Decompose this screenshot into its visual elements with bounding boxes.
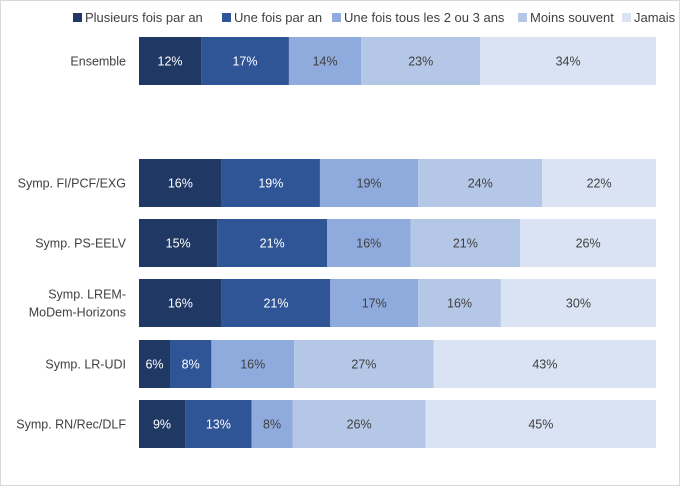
- bar-segment: [185, 400, 252, 448]
- bar-segment: [542, 159, 656, 207]
- data-label: 45%: [528, 418, 553, 432]
- bar-segment: [211, 340, 295, 388]
- category-label: Symp. LR-UDI: [45, 358, 126, 372]
- category-label: Symp. PS-EELV: [35, 237, 126, 251]
- bar-segment: [292, 400, 426, 448]
- data-label: 16%: [168, 297, 193, 311]
- data-label: 43%: [532, 358, 557, 372]
- bar-row: 15% 21% 16% 21% 26%: [139, 219, 656, 267]
- bar-segment: [330, 279, 419, 327]
- category-label: Symp. LREM- MoDem-Horizons: [29, 288, 126, 320]
- legend-marker: [73, 13, 82, 22]
- bar-segment: [319, 159, 419, 207]
- bar-segment: [139, 340, 171, 388]
- bar-segment: [418, 159, 543, 207]
- legend-marker: [518, 13, 527, 22]
- data-label: 23%: [408, 55, 433, 69]
- bar-segment: [139, 400, 186, 448]
- data-label: 34%: [556, 55, 581, 69]
- legend-marker: [222, 13, 231, 22]
- data-label: 21%: [260, 237, 285, 251]
- category-label: Ensemble: [70, 55, 126, 69]
- bar-row: 16% 21% 17% 16% 30%: [139, 279, 656, 327]
- data-label: 12%: [158, 55, 183, 69]
- bar-row: 12% 17% 14% 23% 34%: [139, 37, 656, 85]
- category-label-line: Ensemble: [70, 55, 126, 69]
- legend-label: Jamais: [634, 10, 676, 25]
- bar-segment: [433, 340, 656, 388]
- data-label: 21%: [263, 297, 288, 311]
- bar-segment: [418, 279, 501, 327]
- data-label: 16%: [240, 358, 265, 372]
- legend-label: Moins souvent: [530, 10, 614, 25]
- data-label: 14%: [313, 55, 338, 69]
- data-label: 30%: [566, 297, 591, 311]
- legend-item: Jamais: [622, 10, 676, 25]
- bar-segment: [480, 37, 656, 85]
- data-label: 21%: [453, 237, 478, 251]
- bar-segment: [520, 219, 656, 267]
- bar-segment: [221, 159, 320, 207]
- data-label: 9%: [153, 418, 171, 432]
- bar-segment: [139, 279, 222, 327]
- category-label-line: Symp. LR-UDI: [45, 358, 126, 372]
- data-label: 17%: [362, 297, 387, 311]
- bar-segment: [139, 219, 218, 267]
- bar-segment: [217, 219, 327, 267]
- legend-item: Plusieurs fois par an: [73, 10, 203, 25]
- data-label: 26%: [347, 418, 372, 432]
- bar-row: 9% 13% 8% 26% 45%: [139, 400, 656, 448]
- bar-segment: [500, 279, 656, 327]
- data-label: 16%: [168, 177, 193, 191]
- data-label: 26%: [576, 237, 601, 251]
- bar-segment: [425, 400, 656, 448]
- bar-segment: [139, 159, 222, 207]
- data-label: 19%: [258, 177, 283, 191]
- category-label-line: Symp. LREM-: [48, 288, 126, 302]
- bar-segment: [410, 219, 521, 267]
- category-label-line: Symp. RN/Rec/DLF: [16, 418, 126, 432]
- category-label: Symp. RN/Rec/DLF: [16, 418, 126, 432]
- category-label-line: MoDem-Horizons: [29, 306, 126, 320]
- legend-label: Plusieurs fois par an: [85, 10, 203, 25]
- bar-segment: [361, 37, 481, 85]
- bars: 12% 17% 14% 23% 34% 16% 19% 19% 24% 22% 15% 21% 16% 2…: [139, 37, 656, 448]
- legend-item: Une fois tous les 2 ou 3 ans: [332, 10, 505, 25]
- category-label-line: Symp. PS-EELV: [35, 237, 126, 251]
- data-label: 16%: [356, 237, 381, 251]
- bar-segment: [221, 279, 331, 327]
- data-label: 22%: [587, 177, 612, 191]
- data-label: 16%: [447, 297, 472, 311]
- legend-marker: [332, 13, 341, 22]
- legend-label: Une fois par an: [234, 10, 322, 25]
- legend-label: Une fois tous les 2 ou 3 ans: [344, 10, 505, 25]
- data-label: 8%: [182, 358, 200, 372]
- category-label: Symp. FI/PCF/EXG: [18, 177, 126, 191]
- data-label: 27%: [351, 358, 376, 372]
- data-label: 15%: [166, 237, 191, 251]
- bar-segment: [294, 340, 434, 388]
- legend: Plusieurs fois par an Une fois par an Une …: [73, 10, 676, 25]
- data-label: 17%: [232, 55, 257, 69]
- data-label: 8%: [263, 418, 281, 432]
- bar-segment: [170, 340, 212, 388]
- bar-row: 6% 8% 16% 27% 43%: [139, 340, 656, 388]
- bar-segment: [327, 219, 411, 267]
- data-label: 6%: [145, 358, 163, 372]
- legend-marker: [622, 13, 631, 22]
- category-labels: Ensemble Symp. FI/PCF/EXG Symp. PS-EELV Sym…: [16, 55, 126, 432]
- bar-segment: [139, 37, 202, 85]
- data-label: 13%: [206, 418, 231, 432]
- category-label-line: Symp. FI/PCF/EXG: [18, 177, 126, 191]
- bar-row: 16% 19% 19% 24% 22%: [139, 159, 656, 207]
- bar-segment: [201, 37, 289, 85]
- data-label: 24%: [468, 177, 493, 191]
- legend-item: Une fois par an: [222, 10, 322, 25]
- legend-item: Moins souvent: [518, 10, 614, 25]
- bar-segment: [251, 400, 293, 448]
- data-label: 19%: [357, 177, 382, 191]
- bar-segment: [288, 37, 362, 85]
